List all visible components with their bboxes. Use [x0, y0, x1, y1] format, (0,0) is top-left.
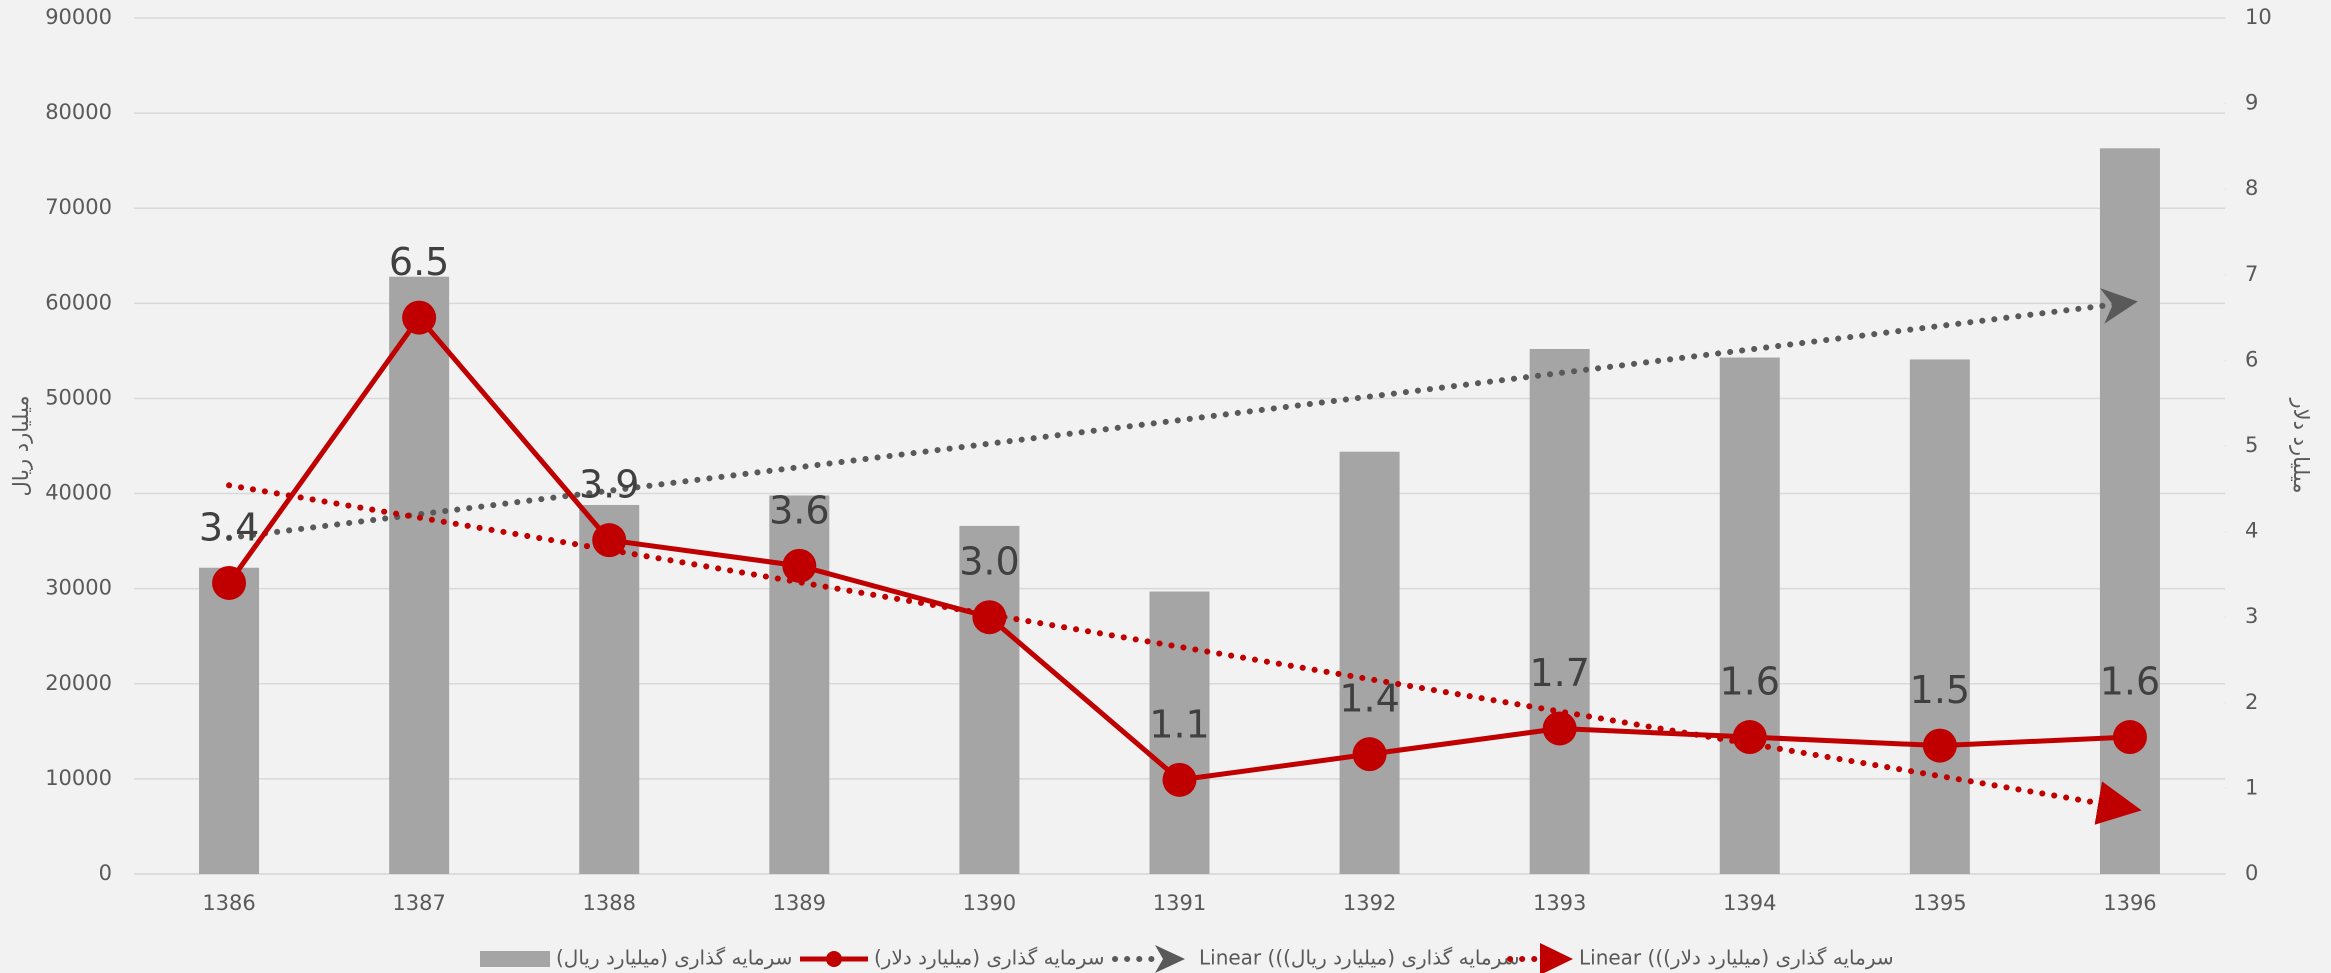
- bar: [1149, 591, 1210, 874]
- y2-tick-label: 9: [2245, 91, 2258, 115]
- bar: [959, 525, 1020, 874]
- legend-swatch: [1540, 943, 1573, 973]
- x-tick-label: 1393: [1533, 891, 1586, 915]
- point: [1162, 762, 1197, 797]
- point: [1922, 728, 1957, 763]
- data-label: 6.5: [389, 240, 449, 284]
- y2-tick-label: 1: [2245, 775, 2258, 799]
- y-axis-title: میلیارد ریال: [9, 395, 33, 496]
- data-label: 1.6: [1720, 660, 1780, 704]
- bar: [579, 504, 640, 874]
- trend-line: [226, 482, 2142, 825]
- data-label: 3.0: [959, 540, 1019, 584]
- point: [1542, 711, 1577, 746]
- y2-tick-label: 3: [2245, 604, 2258, 628]
- trend-line: [226, 288, 2138, 541]
- bar: [389, 276, 450, 874]
- legend-label: Linear ((سرمایه گذاری (میلیارد دلار): [1579, 946, 1894, 970]
- y2-axis-title: میلیارد دلار: [2289, 398, 2313, 494]
- y2-tick-label: 2: [2245, 690, 2258, 714]
- x-tick-label: 1386: [202, 891, 255, 915]
- bar: [1339, 451, 1400, 874]
- point: [1732, 720, 1767, 755]
- y-tick-label: 90000: [45, 5, 112, 29]
- y2-tick-label: 7: [2245, 262, 2258, 286]
- data-label: 3.4: [199, 505, 259, 549]
- x-tick-label: 1389: [773, 891, 826, 915]
- y-tick-label: 10000: [45, 766, 112, 790]
- y2-tick-label: 10: [2245, 5, 2272, 29]
- legend-label: سرمایه گذاری (میلیارد دلار): [874, 946, 1105, 970]
- data-label: 1.4: [1339, 677, 1399, 721]
- x-tick-label: 1396: [2103, 891, 2156, 915]
- legend-label: Linear ((سرمایه گذاری (میلیارد ریال): [1199, 946, 1520, 970]
- y2-tick-label: 5: [2245, 433, 2258, 457]
- data-label: 1.5: [1910, 668, 1970, 712]
- y-tick-label: 40000: [45, 481, 112, 505]
- bar: [199, 567, 260, 874]
- point: [2112, 720, 2147, 755]
- bar: [1719, 357, 1780, 875]
- x-tick-label: 1388: [583, 891, 636, 915]
- data-label: 3.9: [579, 463, 639, 507]
- y-tick-label: 20000: [45, 671, 112, 695]
- x-tick-label: 1394: [1723, 891, 1776, 915]
- data-label: 1.7: [1529, 651, 1589, 695]
- x-tick-label: 1395: [1913, 891, 1966, 915]
- point: [212, 565, 247, 600]
- y2-tick-label: 6: [2245, 347, 2258, 371]
- bar: [2099, 148, 2160, 874]
- legend-swatch: [480, 951, 550, 967]
- x-tick-label: 1387: [392, 891, 445, 915]
- data-label: 3.6: [769, 488, 829, 532]
- data-label: 1.1: [1149, 702, 1209, 746]
- y2-tick-label: 0: [2245, 861, 2258, 885]
- point: [592, 523, 627, 558]
- bar: [1909, 359, 1970, 875]
- legend-swatch: [1155, 945, 1185, 973]
- point: [1352, 737, 1387, 772]
- point: [402, 300, 437, 335]
- y-tick-label: 80000: [45, 100, 112, 124]
- y-tick-label: 60000: [45, 290, 112, 314]
- x-tick-label: 1392: [1343, 891, 1396, 915]
- y-tick-label: 30000: [45, 576, 112, 600]
- legend-swatch: [826, 951, 842, 967]
- y2-tick-label: 4: [2245, 519, 2258, 543]
- legend-label: سرمایه گذاری (میلیارد ریال): [556, 946, 792, 970]
- data-label: 1.6: [2100, 660, 2160, 704]
- bar: [1529, 348, 1590, 874]
- y-tick-label: 70000: [45, 195, 112, 219]
- x-tick-label: 1391: [1153, 891, 1206, 915]
- y-tick-label: 0: [99, 861, 112, 885]
- y2-tick-label: 8: [2245, 176, 2258, 200]
- x-tick-label: 1390: [963, 891, 1016, 915]
- point: [782, 548, 817, 583]
- point: [972, 600, 1007, 635]
- y-tick-label: 50000: [45, 385, 112, 409]
